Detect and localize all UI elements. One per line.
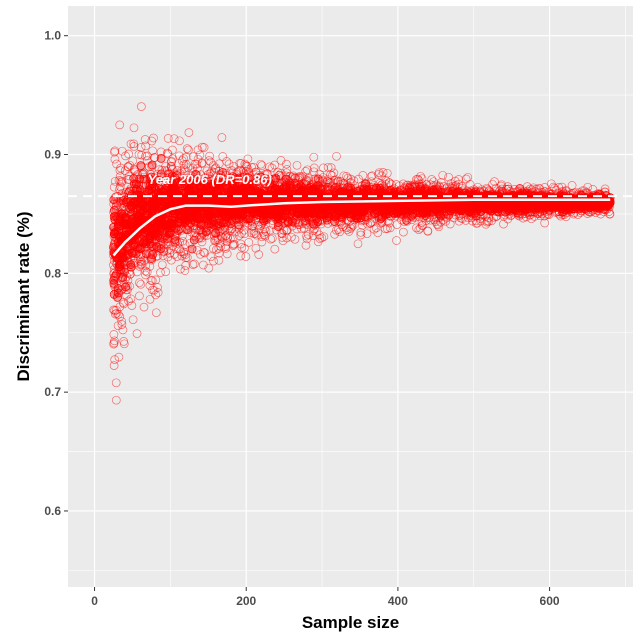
scatter-point (188, 245, 196, 253)
scatter-point (142, 250, 150, 258)
scatter-point (148, 161, 156, 169)
scatter-point (174, 227, 182, 235)
scatter-point (472, 212, 480, 220)
scatter-point (114, 293, 122, 301)
scatter-point (202, 228, 210, 236)
scatter-point (137, 162, 145, 170)
scatter-point (119, 273, 127, 281)
scatter-point (157, 154, 165, 162)
scatter-point (190, 236, 198, 244)
